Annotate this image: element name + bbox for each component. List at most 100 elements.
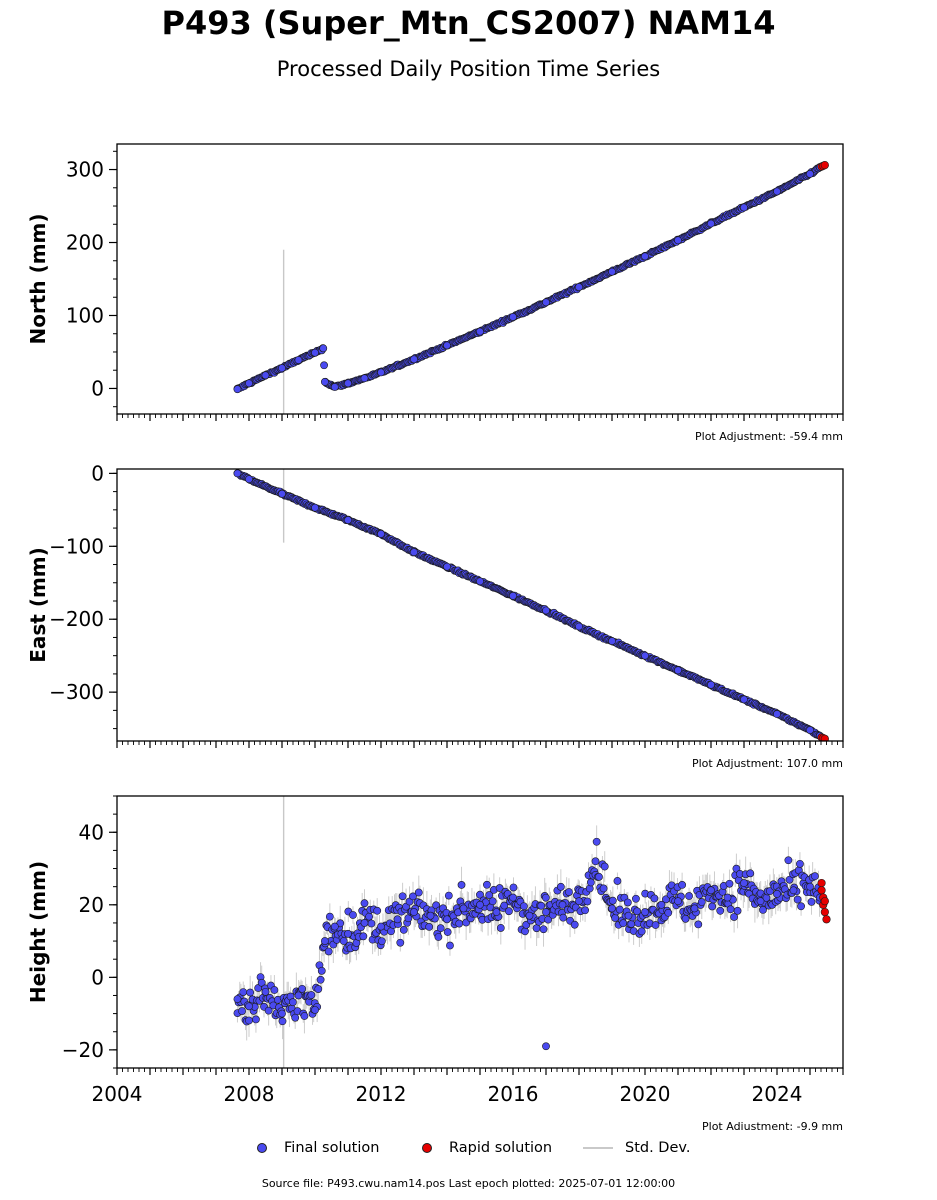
- final-solution-point: [789, 886, 798, 895]
- final-solution-point: [716, 906, 725, 915]
- final-solution-point: [674, 897, 682, 906]
- final-solution-point: [740, 879, 748, 887]
- final-solution-point: [270, 986, 279, 994]
- final-solution-point: [246, 988, 255, 997]
- solution-points: [233, 469, 829, 741]
- x-tick-label: 2012: [356, 1082, 407, 1106]
- final-solution-point: [733, 906, 742, 915]
- final-solution-point: [725, 879, 734, 888]
- final-solution-point: [257, 978, 266, 987]
- final-solution-point: [525, 911, 534, 920]
- final-solution-point: [785, 875, 794, 884]
- final-solution-point: [485, 891, 494, 899]
- final-solution-point: [608, 904, 616, 913]
- final-solution-point: [575, 622, 583, 631]
- final-solution-point: [233, 469, 242, 478]
- final-solution-point: [678, 881, 687, 889]
- final-solution-point: [344, 379, 352, 388]
- y-tick-label: 40: [79, 820, 104, 844]
- final-solution-point: [623, 898, 632, 907]
- y-tick-label: 200: [66, 231, 104, 255]
- final-solution-point: [542, 908, 550, 916]
- final-solution-point: [476, 577, 484, 586]
- final-solution-point: [330, 383, 339, 391]
- final-solution-point: [320, 377, 329, 386]
- final-solution-point: [300, 1012, 309, 1020]
- final-solution-point: [784, 856, 793, 865]
- final-solution-point: [239, 988, 248, 996]
- final-solution-marker-icon: [257, 1143, 267, 1153]
- final-solution-point: [298, 984, 307, 993]
- final-solution-point: [320, 361, 328, 370]
- legend-rapid-label: Rapid solution: [449, 1140, 553, 1156]
- final-solution-point: [399, 925, 408, 934]
- final-solution-point: [500, 901, 509, 910]
- final-solution-point: [377, 368, 385, 377]
- final-solution-point: [457, 881, 466, 889]
- final-solution-point: [685, 892, 693, 900]
- final-solution-point: [426, 911, 435, 920]
- legend-rapid-solution: Rapid solution: [422, 1137, 552, 1159]
- final-solution-point: [360, 919, 369, 927]
- final-solution-point: [641, 908, 649, 916]
- final-solution-point: [414, 888, 423, 897]
- final-solution-point: [773, 890, 781, 898]
- final-solution-point: [592, 837, 601, 846]
- final-solution-point: [311, 1006, 319, 1014]
- final-solution-point: [641, 252, 649, 261]
- final-solution-point: [595, 872, 603, 881]
- final-solution-point: [759, 906, 767, 914]
- final-solution-point: [330, 922, 339, 931]
- final-solution-point: [611, 914, 620, 922]
- final-solution-point: [434, 933, 443, 941]
- source-footer: Source file: P493.cwu.nam14.pos Last epo…: [261, 1177, 676, 1190]
- x-tick-label: 2008: [224, 1082, 275, 1106]
- final-solution-point: [476, 890, 484, 899]
- final-solution-point: [344, 516, 352, 524]
- x-tick-label: 2024: [752, 1082, 803, 1106]
- legend: Final solution Rapid solution Std. Dev.: [0, 1137, 937, 1159]
- final-solution-point: [476, 900, 484, 909]
- rapid-solution-point: [820, 734, 829, 741]
- x-tick-label: 2016: [488, 1082, 539, 1106]
- final-solution-point: [599, 884, 608, 893]
- final-solution-point: [483, 880, 491, 889]
- final-solution-point: [443, 562, 451, 571]
- final-solution-point: [294, 356, 303, 364]
- final-solution-point: [425, 922, 434, 931]
- final-solution-point: [664, 908, 673, 917]
- final-solution-point: [410, 548, 418, 557]
- final-solution-point: [245, 475, 253, 484]
- final-solution-point: [444, 891, 453, 900]
- final-solution-point: [377, 937, 386, 946]
- final-solution-outlier-point: [542, 1042, 550, 1051]
- final-solution-point: [575, 283, 583, 291]
- legend-final-label: Final solution: [284, 1140, 380, 1156]
- final-solution-point: [316, 975, 325, 984]
- panel-1: 0 −100 −200 −300 East (mm) Plot Adjustment: 1…: [26, 461, 844, 770]
- final-solution-point: [446, 941, 454, 950]
- final-solution-point: [541, 893, 550, 902]
- final-solution-point: [600, 862, 609, 871]
- x-tick-label: 2004: [92, 1082, 143, 1106]
- final-solution-point: [773, 187, 781, 196]
- final-solution-point: [575, 897, 583, 906]
- final-solution-point: [697, 898, 706, 906]
- final-solution-point: [608, 267, 616, 276]
- final-solution-point: [581, 906, 590, 915]
- final-solution-point: [278, 364, 286, 372]
- std-dev-bars: [236, 796, 821, 1068]
- final-solution-point: [311, 503, 319, 512]
- data-layer: [233, 161, 829, 414]
- final-solution-point: [651, 921, 660, 929]
- final-solution-point: [509, 893, 517, 902]
- rapid-solution-point: [817, 878, 826, 888]
- final-solution-point: [317, 966, 326, 975]
- final-solution-point: [325, 912, 334, 921]
- chart-subtitle: Processed Daily Position Time Series: [276, 57, 661, 81]
- final-solution-point: [396, 938, 405, 947]
- y-tick-label: −300: [49, 680, 104, 704]
- y-axis-label: North (mm): [26, 213, 50, 344]
- final-solution-point: [360, 899, 369, 908]
